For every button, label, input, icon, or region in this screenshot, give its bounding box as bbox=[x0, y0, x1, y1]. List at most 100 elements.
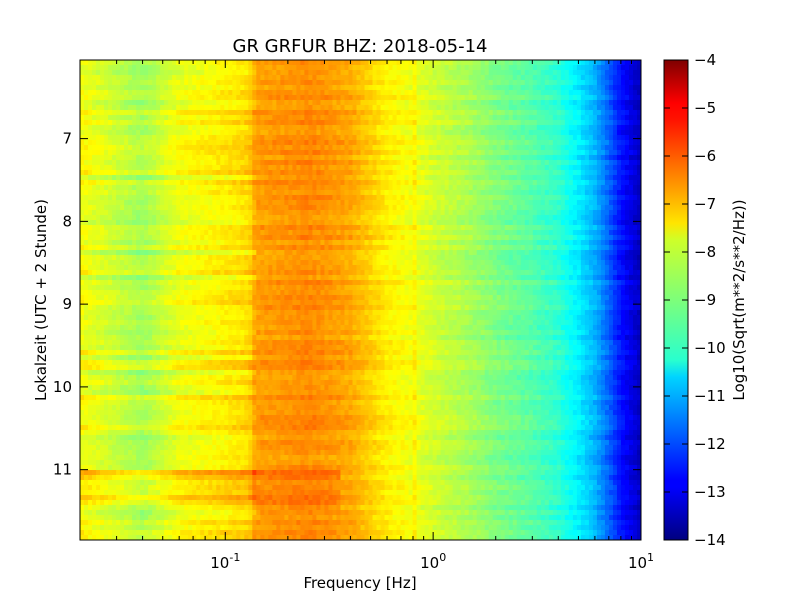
heatmap-cell bbox=[264, 165, 269, 171]
heatmap-cell bbox=[596, 175, 602, 181]
heatmap-cell bbox=[224, 210, 229, 216]
heatmap-cell bbox=[112, 200, 117, 206]
heatmap-cell bbox=[164, 205, 169, 211]
heatmap-cell bbox=[592, 175, 598, 181]
heatmap-cell bbox=[388, 185, 394, 191]
heatmap-cell bbox=[208, 235, 213, 241]
heatmap-cell bbox=[80, 140, 85, 146]
heatmap-cell bbox=[296, 75, 301, 81]
heatmap-cell bbox=[276, 180, 281, 186]
heatmap-cell bbox=[132, 70, 137, 76]
heatmap-cell bbox=[520, 210, 526, 216]
heatmap-cell bbox=[152, 180, 157, 186]
heatmap-cell bbox=[400, 205, 406, 211]
heatmap-cell bbox=[352, 185, 358, 191]
heatmap-cell bbox=[232, 140, 237, 146]
heatmap-cell bbox=[176, 155, 181, 161]
heatmap-cell bbox=[96, 115, 101, 121]
heatmap-cell bbox=[560, 70, 566, 76]
heatmap-cell bbox=[552, 195, 558, 201]
heatmap-cell bbox=[496, 200, 502, 206]
heatmap-cell bbox=[132, 180, 137, 186]
heatmap-cell bbox=[336, 190, 342, 196]
heatmap-cell bbox=[504, 215, 510, 221]
heatmap-cell bbox=[104, 115, 109, 121]
heatmap-cell bbox=[500, 125, 506, 131]
heatmap-cell bbox=[560, 150, 566, 156]
heatmap-cell bbox=[584, 165, 590, 171]
heatmap-cell bbox=[364, 115, 370, 121]
heatmap-cell bbox=[444, 235, 450, 241]
heatmap-cell bbox=[488, 155, 494, 161]
heatmap-cell bbox=[168, 150, 173, 156]
heatmap-cell bbox=[304, 185, 310, 191]
heatmap-cell bbox=[624, 80, 630, 86]
heatmap-cell bbox=[220, 75, 225, 81]
heatmap-cell bbox=[436, 100, 442, 106]
heatmap-cell bbox=[636, 150, 641, 156]
heatmap-cell bbox=[348, 165, 354, 171]
heatmap-cell bbox=[460, 110, 466, 116]
heatmap-cell bbox=[148, 110, 153, 116]
heatmap-cell bbox=[512, 210, 518, 216]
heatmap-cell bbox=[260, 200, 265, 206]
heatmap-cell bbox=[376, 65, 382, 71]
heatmap-cell bbox=[636, 230, 641, 236]
heatmap-cell bbox=[444, 110, 450, 116]
heatmap-cell bbox=[224, 60, 229, 66]
heatmap-cell bbox=[148, 230, 153, 236]
heatmap-cell bbox=[184, 80, 189, 86]
heatmap-cell bbox=[372, 100, 378, 106]
heatmap-cell bbox=[176, 140, 181, 146]
heatmap-cell bbox=[172, 110, 177, 116]
heatmap-cell bbox=[144, 160, 149, 166]
heatmap-cell bbox=[104, 210, 109, 216]
heatmap-cell bbox=[232, 225, 237, 231]
heatmap-cell bbox=[272, 160, 277, 166]
heatmap-cell bbox=[196, 190, 201, 196]
heatmap-cell bbox=[240, 100, 245, 106]
heatmap-cell bbox=[160, 190, 165, 196]
heatmap-cell bbox=[340, 85, 346, 91]
heatmap-cell bbox=[128, 230, 133, 236]
heatmap-cell bbox=[312, 60, 318, 66]
heatmap-cell bbox=[536, 150, 542, 156]
heatmap-cell bbox=[112, 185, 117, 191]
heatmap-cell bbox=[384, 170, 390, 176]
heatmap-cell bbox=[496, 145, 502, 151]
heatmap-cell bbox=[116, 65, 121, 71]
heatmap-cell bbox=[396, 135, 402, 141]
heatmap-cell bbox=[360, 85, 366, 91]
heatmap-cell bbox=[116, 60, 121, 66]
heatmap-cell bbox=[484, 205, 490, 211]
heatmap-cell bbox=[552, 70, 558, 76]
heatmap-cell bbox=[496, 195, 502, 201]
heatmap-cell bbox=[212, 115, 217, 121]
heatmap-cell bbox=[488, 105, 494, 111]
heatmap-cell bbox=[320, 90, 326, 96]
heatmap-cell bbox=[240, 230, 245, 236]
heatmap-cell bbox=[516, 75, 522, 81]
heatmap-cell bbox=[256, 160, 261, 166]
heatmap-cell bbox=[460, 145, 466, 151]
heatmap-cell bbox=[244, 175, 249, 181]
heatmap-cell bbox=[520, 95, 526, 101]
heatmap-cell bbox=[200, 205, 205, 211]
heatmap-cell bbox=[96, 195, 101, 201]
heatmap-cell bbox=[224, 80, 229, 86]
heatmap-cell bbox=[196, 215, 201, 221]
heatmap-cell bbox=[272, 185, 277, 191]
heatmap-cell bbox=[352, 205, 358, 211]
heatmap-cell bbox=[488, 130, 494, 136]
heatmap-cell bbox=[408, 215, 414, 221]
heatmap-cell bbox=[80, 170, 85, 176]
heatmap-cell bbox=[392, 195, 398, 201]
heatmap-cell bbox=[212, 220, 217, 226]
heatmap-cell bbox=[424, 195, 430, 201]
heatmap-cell bbox=[80, 210, 85, 216]
heatmap-cell bbox=[216, 185, 221, 191]
heatmap-cell bbox=[88, 95, 93, 101]
heatmap-cell bbox=[208, 165, 213, 171]
heatmap-cell bbox=[608, 65, 614, 71]
heatmap-cell bbox=[352, 105, 358, 111]
